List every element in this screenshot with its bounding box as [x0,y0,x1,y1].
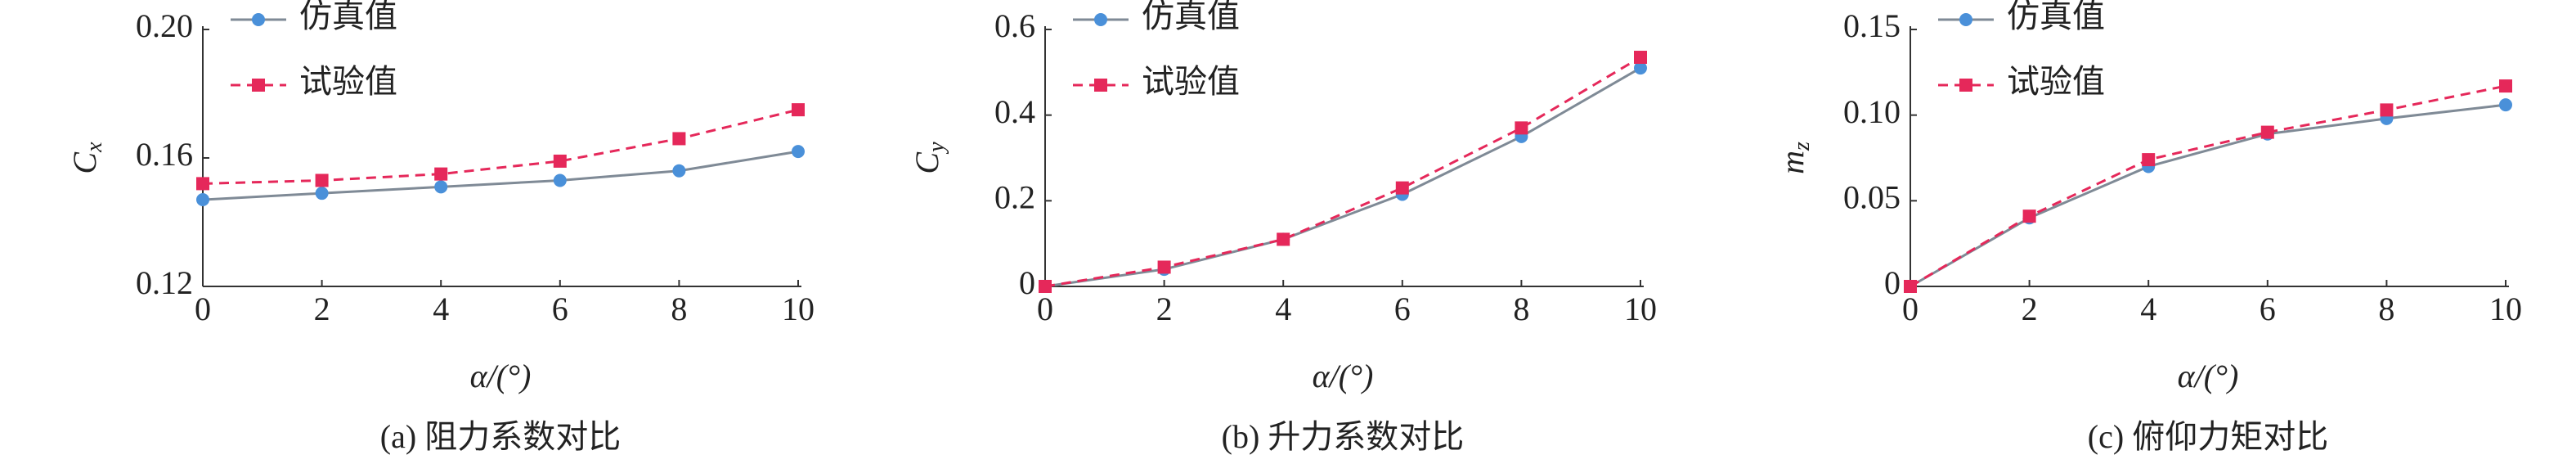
marker [1277,232,1290,246]
series-line [1044,66,1641,288]
x-tick-label: 2 [1156,291,1173,327]
marker [2499,79,2512,93]
marker [1094,13,1107,26]
legend-label: 试验值 [2007,63,2105,100]
marker [2260,125,2274,139]
marker [1395,181,1409,195]
marker [2022,209,2036,223]
marker [252,13,265,26]
legend-label: 仿真值 [299,0,397,34]
y-tick-label: 0.15 [1843,7,1901,44]
caption: (c) 俯仰力矩对比 [2088,418,2328,455]
marker [434,180,448,194]
x-tick-label: 8 [1513,291,1529,327]
y-tick-label: 0.12 [136,264,193,301]
marker [553,173,567,187]
marker [1515,121,1528,135]
series-line [202,150,799,201]
marker [1959,13,1972,26]
marker [792,145,805,159]
caption: (a) 阻力系数对比 [380,418,621,455]
y-label-sub: x [82,142,107,153]
y-label-sub: y [924,142,949,155]
legend-label: 仿真值 [2007,0,2105,34]
x-tick-label: 4 [2140,291,2156,327]
x-tick-label: 0 [195,291,211,327]
y-label-main: C [66,151,103,174]
marker [1634,51,1647,65]
marker [1959,79,1972,92]
series-line [1910,84,2506,288]
y-label-main: C [909,151,945,174]
series-line [202,108,799,185]
y-label-sub: z [1789,142,1815,151]
marker [672,164,686,178]
marker [2499,98,2512,112]
marker [1094,79,1107,92]
marker [1039,280,1052,293]
legend-label: 试验值 [1142,63,1240,100]
x-tick-label: 6 [1394,291,1411,327]
x-tick-label: 2 [314,291,330,327]
y-tick-label: 0 [1019,264,1035,301]
caption: (b) 升力系数对比 [1222,418,1465,455]
marker [315,173,329,187]
x-tick-label: 4 [1275,291,1291,327]
y-tick-label: 0.16 [136,136,193,173]
x-axis-label: α/(°) [470,358,532,394]
marker [196,193,209,207]
marker [1157,260,1171,274]
marker [553,154,567,168]
x-tick-label: 0 [1902,291,1919,327]
x-tick-label: 10 [2489,291,2522,327]
legend-label: 试验值 [299,63,397,100]
marker [1904,280,1917,293]
x-tick-label: 2 [2022,291,2038,327]
marker [792,103,805,117]
x-tick-label: 6 [2260,291,2276,327]
x-tick-label: 10 [782,291,815,327]
y-axis-label: Cy [909,142,949,174]
marker [252,79,265,92]
y-tick-label: 0.20 [136,7,193,44]
marker [1634,61,1647,75]
marker [196,177,209,191]
x-tick-label: 0 [1037,291,1053,327]
marker [434,167,448,181]
marker [2380,103,2394,117]
x-tick-label: 8 [671,291,687,327]
y-axis-label: mz [1774,142,1815,174]
marker [2142,153,2156,167]
y-tick-label: 0.4 [994,93,1035,130]
legend-label: 仿真值 [1142,0,1240,34]
x-tick-label: 8 [2378,291,2394,327]
y-tick-label: 0.05 [1843,179,1901,216]
x-axis-label: α/(°) [1313,358,1374,394]
y-tick-label: 0.6 [994,7,1035,44]
y-tick-label: 0.2 [994,179,1035,216]
marker [672,132,686,146]
y-label-main: m [1774,151,1811,174]
x-axis-label: α/(°) [2178,358,2239,394]
y-axis-label: Cx [66,142,107,174]
series-line [1044,56,1641,288]
x-tick-label: 6 [552,291,568,327]
marker [315,187,329,200]
y-tick-label: 0 [1884,264,1901,301]
y-tick-label: 0.10 [1843,93,1901,130]
x-tick-label: 4 [433,291,449,327]
series-line [1910,103,2506,288]
x-tick-label: 10 [1624,291,1657,327]
